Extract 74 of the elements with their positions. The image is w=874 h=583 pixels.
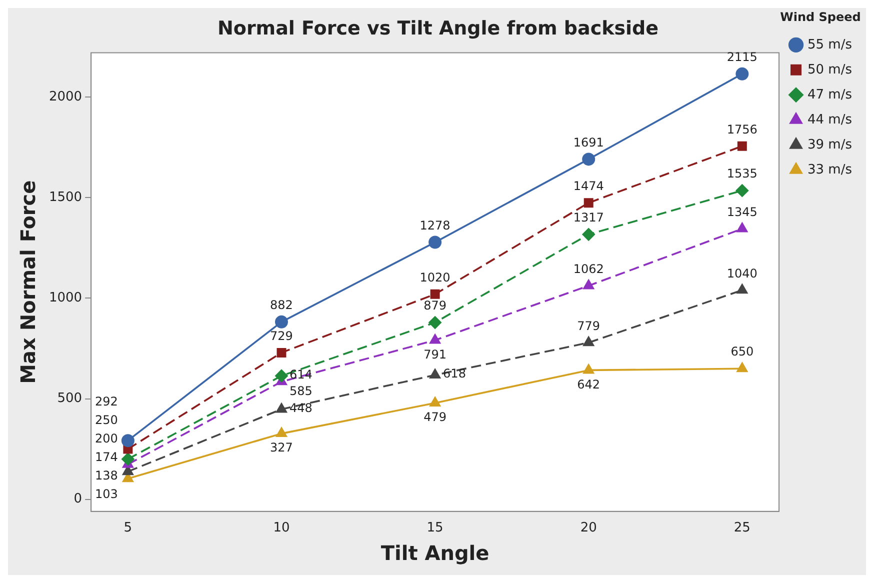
data-label: 479 bbox=[424, 410, 446, 424]
data-label: 791 bbox=[424, 347, 446, 362]
point bbox=[429, 396, 441, 406]
data-label: 138 bbox=[95, 468, 118, 483]
data-label: 1345 bbox=[726, 204, 758, 219]
x-axis-title: Tilt Angle bbox=[380, 541, 490, 566]
point bbox=[582, 279, 594, 290]
legend-label: 50 m/s bbox=[808, 62, 852, 78]
data-label: 1278 bbox=[420, 218, 450, 232]
point bbox=[582, 336, 594, 346]
data-label: 1317 bbox=[573, 210, 604, 225]
legend-label: 47 m/s bbox=[808, 87, 852, 102]
data-label: 250 bbox=[95, 413, 118, 428]
data-label: 200 bbox=[95, 432, 118, 446]
y-tick-label: 0 bbox=[74, 492, 82, 507]
data-label: 729 bbox=[270, 328, 293, 343]
data-label: 882 bbox=[270, 298, 293, 312]
data-label: 2115 bbox=[726, 50, 758, 64]
point bbox=[736, 284, 748, 294]
point bbox=[276, 348, 286, 358]
point bbox=[121, 434, 134, 448]
point bbox=[582, 228, 596, 241]
data-label: 585 bbox=[289, 384, 312, 398]
data-label: 1756 bbox=[726, 122, 758, 136]
x-tick-label: 5 bbox=[124, 520, 132, 536]
y-tick-label: 1000 bbox=[48, 290, 82, 306]
legend-label: 44 m/s bbox=[808, 112, 852, 128]
legend-title: Wind Speed bbox=[780, 10, 861, 24]
point bbox=[429, 334, 441, 344]
data-label: 650 bbox=[730, 344, 754, 359]
data-label: 642 bbox=[577, 377, 600, 392]
point bbox=[736, 222, 748, 232]
point bbox=[276, 402, 288, 413]
data-label: 174 bbox=[95, 450, 118, 464]
data-label: 292 bbox=[95, 394, 118, 409]
y-axis-title: Max Normal Force bbox=[16, 180, 40, 384]
point bbox=[582, 364, 594, 374]
data-label: 779 bbox=[577, 318, 600, 333]
point bbox=[736, 67, 749, 80]
point bbox=[274, 315, 288, 328]
legend-label: 55 m/s bbox=[808, 37, 852, 52]
point bbox=[736, 362, 748, 372]
point bbox=[582, 152, 596, 166]
point bbox=[428, 236, 442, 249]
point bbox=[276, 427, 288, 438]
data-label: 327 bbox=[270, 440, 293, 455]
point bbox=[584, 198, 594, 208]
data-label: 1535 bbox=[726, 166, 758, 181]
point bbox=[274, 369, 288, 382]
data-label: 618 bbox=[443, 366, 466, 381]
point bbox=[121, 452, 134, 466]
data-label: 1040 bbox=[726, 266, 758, 280]
y-tick-label: 500 bbox=[57, 391, 82, 406]
x-tick-label: 25 bbox=[734, 520, 750, 536]
data-label: 1474 bbox=[573, 178, 604, 193]
point bbox=[736, 184, 749, 198]
legend-label: 39 m/s bbox=[808, 137, 852, 152]
point bbox=[428, 316, 442, 330]
data-label: 103 bbox=[95, 487, 118, 502]
point bbox=[429, 368, 441, 379]
point bbox=[737, 141, 747, 151]
data-label: 1020 bbox=[420, 270, 450, 284]
y-tick-label: 2000 bbox=[48, 89, 82, 104]
data-label: 448 bbox=[289, 400, 312, 415]
chart-title: Normal Force vs Tilt Angle from backside bbox=[217, 17, 659, 40]
data-label: 1062 bbox=[573, 262, 604, 276]
point bbox=[430, 289, 440, 299]
x-tick-label: 10 bbox=[273, 520, 290, 536]
y-tick-label: 1500 bbox=[48, 190, 82, 205]
x-tick-label: 20 bbox=[580, 520, 597, 536]
data-label: 1691 bbox=[573, 135, 604, 150]
x-tick-label: 15 bbox=[426, 520, 444, 536]
data-label: 879 bbox=[424, 298, 446, 313]
legend-label: 33 m/s bbox=[808, 162, 852, 178]
